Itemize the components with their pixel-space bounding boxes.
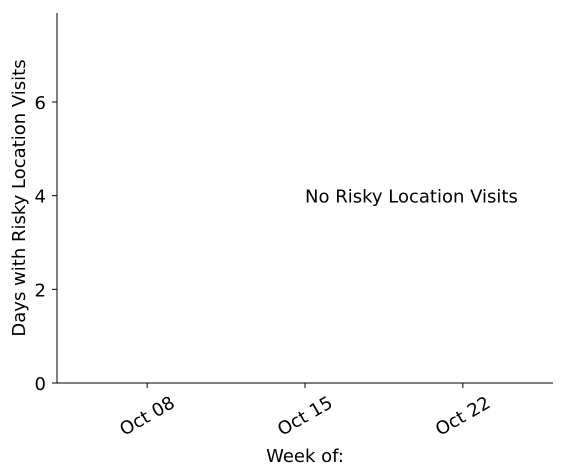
y-tick-label: 0: [35, 374, 46, 395]
x-tick-label: Oct 15: [274, 392, 336, 440]
x-axis-label: Week of:: [266, 446, 344, 467]
y-tick-label: 4: [35, 187, 46, 208]
y-axis-label: Days with Risky Location Visits: [9, 59, 30, 336]
y-tick-label: 2: [35, 280, 46, 301]
x-ticks: Oct 08 Oct 15 Oct 22: [116, 383, 494, 440]
y-ticks: 0 2 4 6: [35, 93, 57, 395]
annotation-no-data: No Risky Location Visits: [305, 187, 518, 208]
y-tick-label: 6: [35, 93, 46, 114]
x-tick-label: Oct 22: [432, 392, 494, 440]
x-tick-label: Oct 08: [116, 392, 178, 440]
